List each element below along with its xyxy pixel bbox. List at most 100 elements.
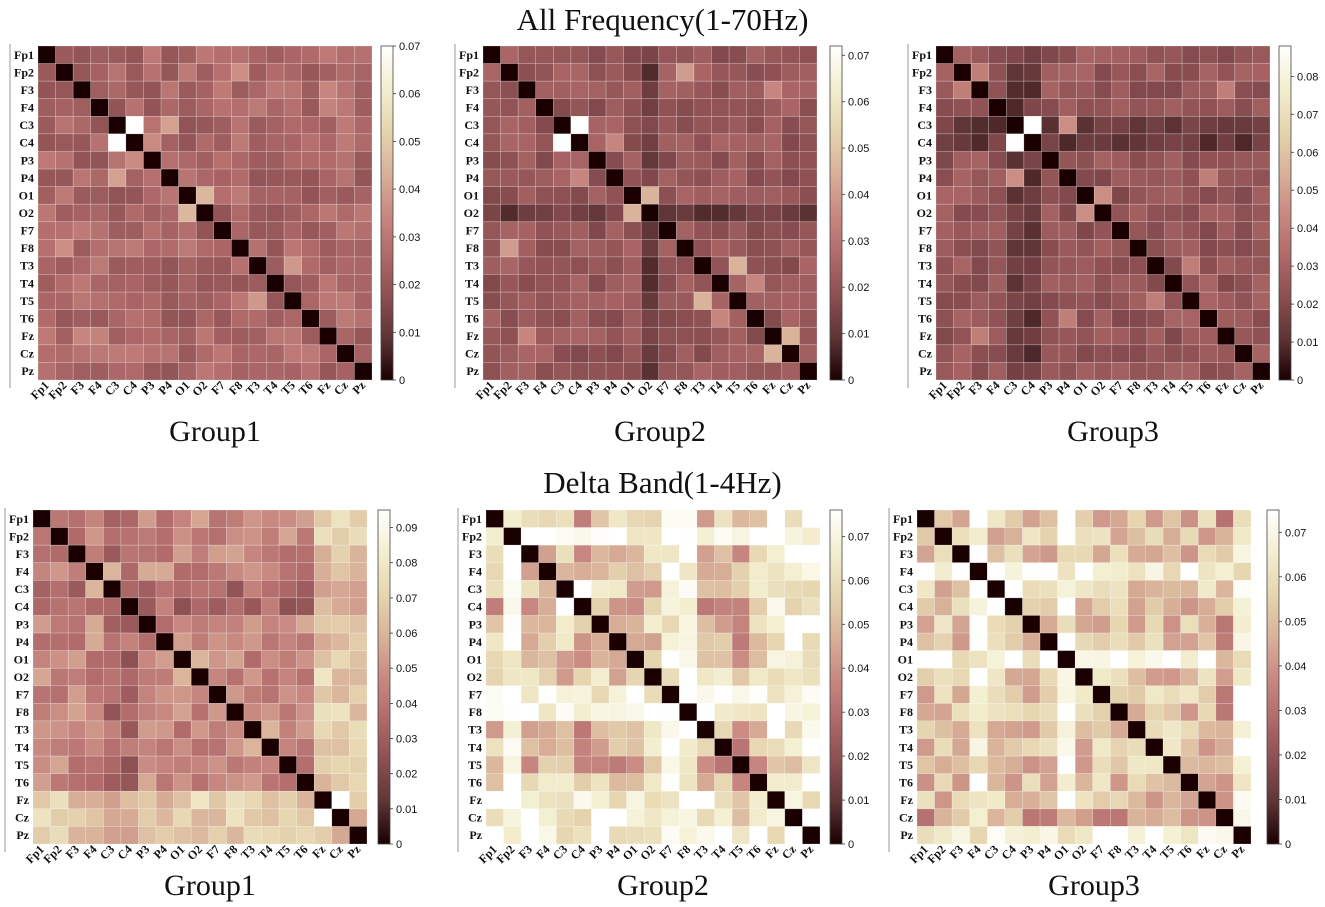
heatmap-cell bbox=[934, 597, 953, 616]
heatmap-cell bbox=[802, 667, 821, 687]
heatmap-cell bbox=[178, 116, 197, 135]
heatmap-cell bbox=[1004, 808, 1023, 827]
heatmap-cell bbox=[1076, 63, 1095, 82]
heatmap-cell bbox=[226, 738, 245, 757]
heatmap-cell bbox=[643, 738, 663, 757]
row-tick-label: T3 bbox=[465, 259, 479, 273]
heatmap-cell bbox=[173, 790, 192, 810]
heatmap-cell bbox=[85, 720, 104, 739]
heatmap-cell bbox=[190, 562, 210, 581]
heatmap-cell bbox=[67, 703, 87, 722]
heatmap-cell bbox=[951, 720, 971, 739]
heatmap-cell bbox=[72, 98, 92, 117]
heatmap-cell bbox=[331, 738, 350, 757]
heatmap-cell bbox=[784, 790, 803, 810]
heatmap-cell bbox=[190, 755, 210, 774]
heatmap-cell bbox=[160, 45, 179, 64]
heatmap-cell bbox=[103, 720, 122, 739]
heatmap-cell bbox=[970, 133, 990, 152]
row-tick-label: T5 bbox=[918, 294, 932, 308]
heatmap-cell bbox=[90, 309, 109, 328]
heatmap-cell bbox=[951, 808, 971, 827]
heatmap-cell bbox=[763, 186, 783, 205]
heatmap-cell bbox=[935, 274, 954, 293]
heatmap-cell bbox=[517, 309, 537, 328]
heatmap-cell bbox=[970, 291, 990, 310]
heatmap-cell bbox=[746, 256, 765, 275]
heatmap-cell bbox=[500, 98, 519, 117]
heatmap-cell bbox=[231, 239, 250, 258]
heatmap-cell bbox=[1216, 362, 1236, 381]
heatmap-cell bbox=[231, 80, 250, 100]
heatmap-cell bbox=[1057, 738, 1076, 757]
heatmap-cell bbox=[784, 562, 803, 581]
heatmap-cell bbox=[763, 326, 783, 346]
heatmap-cell bbox=[72, 291, 92, 310]
heatmap-cell bbox=[226, 597, 245, 616]
heatmap-cell bbox=[658, 151, 677, 170]
heatmap-cell bbox=[336, 274, 355, 293]
heatmap-cell bbox=[55, 291, 74, 310]
heatmap-cell bbox=[1111, 133, 1130, 152]
heatmap-cell bbox=[643, 632, 663, 651]
colorbar bbox=[1266, 509, 1280, 845]
heatmap-cell bbox=[248, 151, 267, 170]
heatmap-cell bbox=[1181, 98, 1200, 117]
heatmap-cell bbox=[208, 685, 227, 704]
row-tick-label: P3 bbox=[469, 617, 482, 631]
heatmap-cell bbox=[1093, 221, 1113, 240]
colorbar-tick-label: 0.05 bbox=[1285, 616, 1306, 628]
heatmap-cell bbox=[987, 703, 1006, 722]
heatmap-cell bbox=[72, 168, 92, 187]
heatmap-cell bbox=[55, 63, 74, 82]
heatmap-cell bbox=[1129, 98, 1148, 117]
heatmap-cell bbox=[1234, 133, 1253, 152]
heatmap-cell bbox=[349, 667, 368, 687]
heatmap-cell bbox=[588, 344, 607, 363]
col-tick-label: Pz bbox=[794, 378, 813, 397]
heatmap-cell bbox=[951, 597, 971, 616]
heatmap-cell bbox=[231, 221, 250, 240]
heatmap-cell bbox=[482, 362, 501, 381]
colorbar-tick-label: 0.07 bbox=[399, 41, 420, 53]
heatmap-cell bbox=[103, 615, 122, 634]
heatmap-cell bbox=[588, 45, 607, 64]
heatmap-cell bbox=[72, 309, 92, 328]
heatmap-cell bbox=[173, 720, 192, 739]
heatmap-cell bbox=[195, 151, 215, 170]
heatmap-cell bbox=[802, 562, 821, 581]
heatmap-cell bbox=[318, 309, 338, 328]
heatmap-cell bbox=[103, 597, 122, 616]
heatmap-cell bbox=[482, 80, 501, 100]
heatmap-cell bbox=[50, 826, 69, 845]
heatmap-cell bbox=[138, 703, 157, 722]
heatmap-cell bbox=[349, 650, 368, 669]
heatmap-cell bbox=[916, 650, 935, 669]
heatmap-cell bbox=[951, 773, 971, 792]
heatmap-cell bbox=[1146, 133, 1165, 152]
heatmap-cell bbox=[640, 116, 660, 135]
heatmap-cell bbox=[676, 362, 695, 381]
heatmap-cell bbox=[349, 703, 368, 722]
heatmap-cell bbox=[349, 773, 368, 792]
col-tick-label: C4 bbox=[568, 842, 588, 862]
heatmap-cell bbox=[278, 738, 297, 757]
heatmap-cell bbox=[138, 650, 157, 669]
heatmap-cell bbox=[190, 667, 210, 687]
heatmap-cell bbox=[482, 63, 501, 82]
heatmap-cell bbox=[934, 738, 953, 757]
heatmap-cell bbox=[953, 80, 972, 100]
heatmap-cell bbox=[37, 151, 56, 170]
heatmap-cell bbox=[1076, 362, 1095, 381]
heatmap-cell bbox=[1164, 221, 1183, 240]
heatmap-cell bbox=[90, 239, 109, 258]
heatmap-cell bbox=[138, 685, 157, 704]
heatmap-cell bbox=[535, 221, 554, 240]
heatmap-cell bbox=[318, 168, 338, 187]
heatmap-cell bbox=[623, 186, 642, 205]
heatmap-cell bbox=[953, 116, 972, 135]
row-tick-label: P4 bbox=[466, 171, 479, 185]
heatmap-cell bbox=[160, 151, 179, 170]
heatmap-cell bbox=[1146, 256, 1165, 275]
heatmap-cell bbox=[988, 186, 1007, 205]
